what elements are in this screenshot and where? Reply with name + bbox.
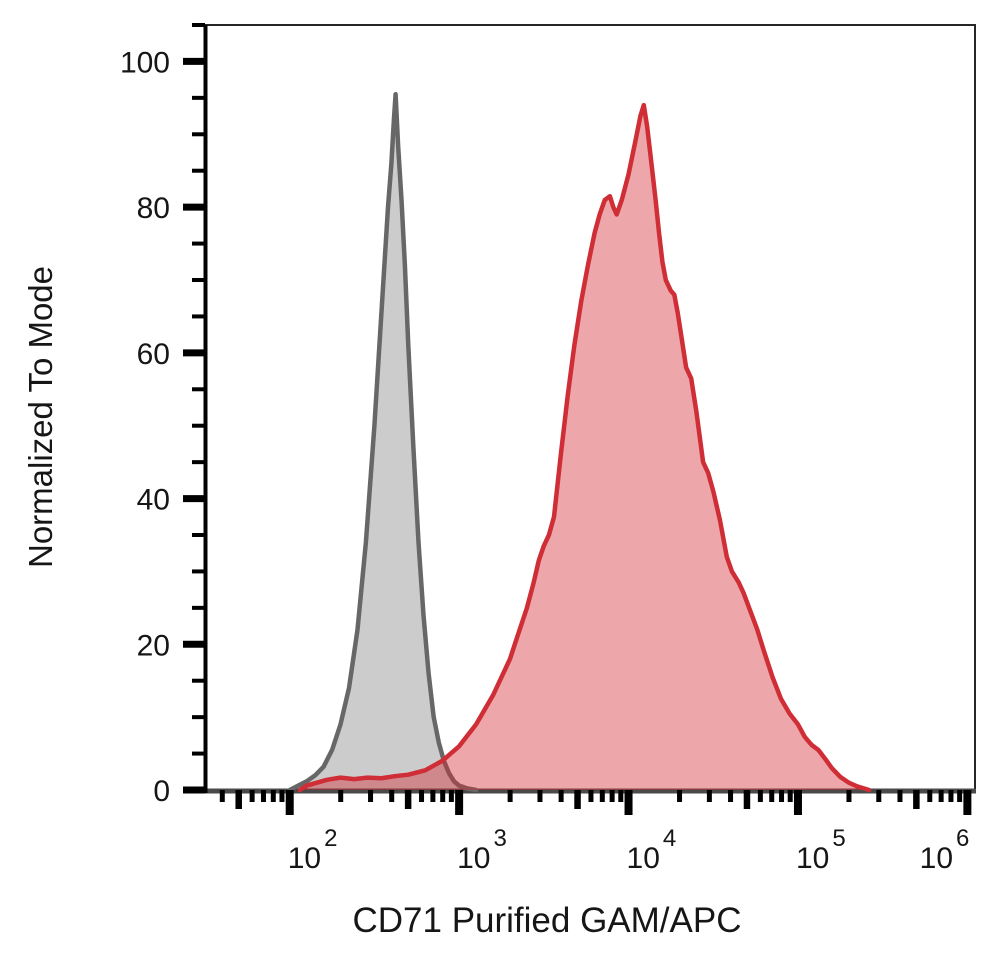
series-layer: [287, 91, 872, 793]
y-tick-label: 100: [120, 46, 170, 79]
y-axis-title: Normalized To Mode: [22, 266, 59, 568]
x-tick-label: 103: [457, 825, 507, 875]
series-unstained-control-fill: [289, 94, 477, 790]
series-cd71-gam-apc-stained-line: [297, 102, 872, 793]
y-tick-label: 40: [137, 484, 170, 517]
y-tick-label: 80: [137, 192, 170, 225]
x-tick-label: 105: [796, 825, 846, 875]
x-tick-label: 106: [920, 825, 970, 875]
series-cd71-gam-apc-stained-fill: [299, 105, 870, 791]
y-tick-label: 20: [137, 629, 170, 662]
x-axis-title: CD71 Purified GAM/APC: [352, 901, 741, 940]
x-tick-label: 102: [288, 825, 338, 875]
plot-area: 0 20 40 60 80 100 102 103 104 105 106: [120, 23, 976, 875]
x-axis-ticks: 102 103 104 105 106: [219, 790, 972, 875]
x-tick-label: 104: [627, 825, 677, 875]
y-tick-label: 0: [153, 775, 170, 808]
y-tick-label: 60: [137, 338, 170, 371]
y-axis-ticks: 0 20 40 60 80 100: [120, 23, 205, 808]
